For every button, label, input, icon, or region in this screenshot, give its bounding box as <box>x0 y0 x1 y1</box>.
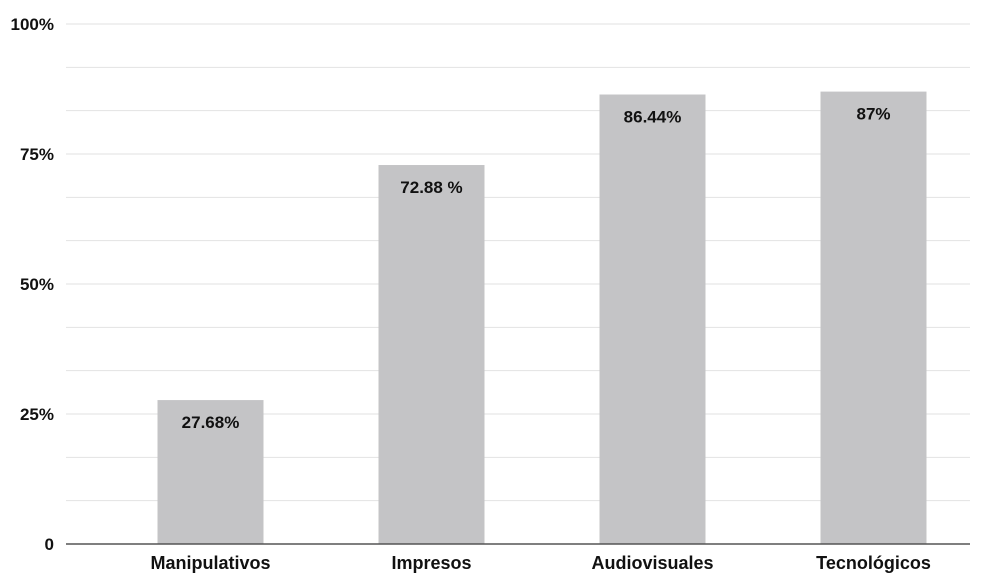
y-tick-label: 100% <box>11 15 54 34</box>
x-category-label: Audiovisuales <box>591 553 713 573</box>
bar <box>820 91 927 544</box>
labels: 0 25% 50% 75% 100% 27.68% Manipulativos 72.88 %… <box>11 15 931 573</box>
data-label: 72.88 % <box>400 178 462 197</box>
data-label: 86.44% <box>624 108 682 127</box>
data-label: 27.68% <box>182 413 240 432</box>
y-tick-label: 75% <box>20 145 54 164</box>
bar <box>157 400 264 544</box>
x-category-label: Impresos <box>391 553 471 573</box>
x-category-label: Tecnológicos <box>816 553 931 573</box>
y-tick-label: 0 <box>45 535 54 554</box>
x-category-label: Manipulativos <box>150 553 270 573</box>
data-label: 87% <box>856 105 890 124</box>
y-tick-label: 25% <box>20 405 54 424</box>
bar <box>378 165 485 545</box>
y-tick-label: 50% <box>20 275 54 294</box>
bar <box>599 94 706 545</box>
bars <box>157 91 927 545</box>
